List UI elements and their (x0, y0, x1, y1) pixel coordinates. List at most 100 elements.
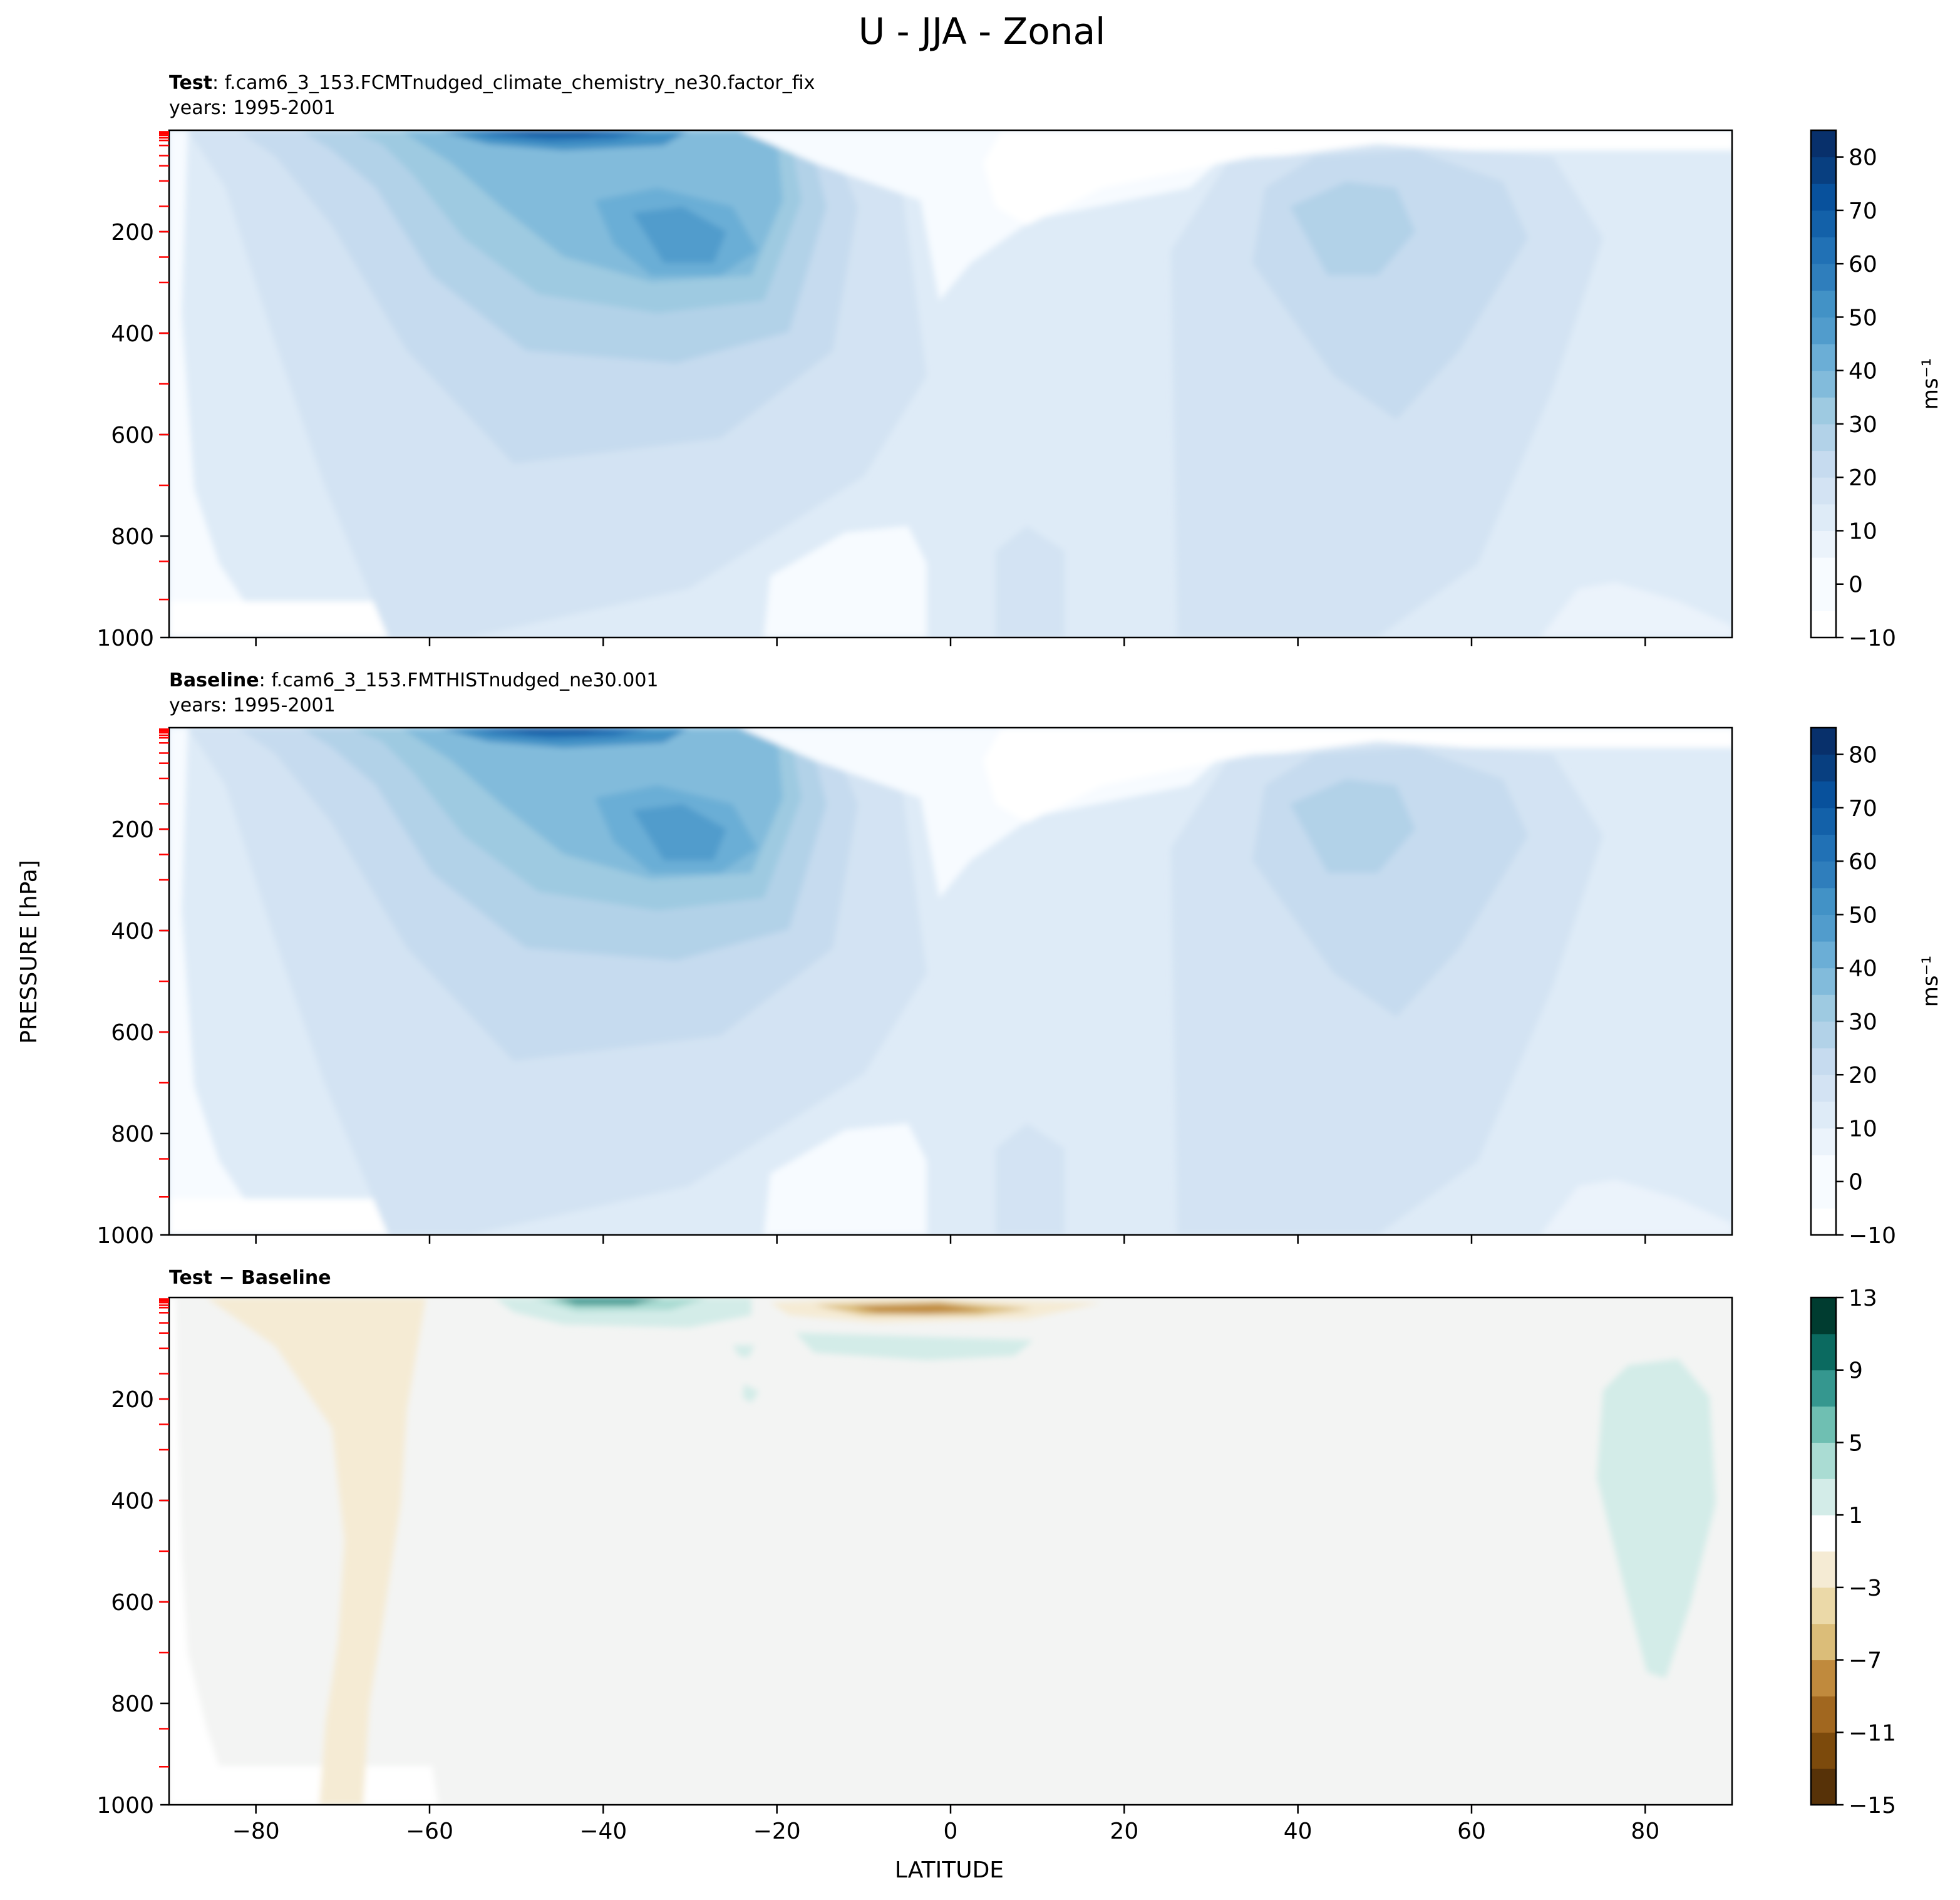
colorbar-tick-label: 13 (1849, 1286, 1877, 1311)
colorbar-tick-label: 80 (1849, 145, 1877, 171)
colorbar-tick-label: 0 (1849, 572, 1863, 598)
panel-diff-title: Test − Baseline (169, 1267, 331, 1289)
diff-polar-white (169, 1298, 438, 1805)
colorbar-band (1811, 1208, 1836, 1236)
colorbar-tick-label: 60 (1849, 849, 1877, 875)
colorbar-band (1811, 130, 1836, 158)
colorbar-band (1811, 861, 1836, 889)
panel-test-title: Test: f.cam6_3_153.FCMTnudged_climate_ch… (169, 72, 815, 94)
colorbar-tick-label: 80 (1849, 743, 1877, 768)
diff-small-positive-1 (733, 1345, 755, 1358)
colorbar-band (1811, 370, 1836, 398)
panel-baseline-title: Baseline: f.cam6_3_153.FMTHISTnudged_ne3… (169, 669, 659, 691)
contour-nh-30 (1290, 779, 1415, 873)
colorbar-band (1811, 1101, 1836, 1128)
contour-polar-low (169, 728, 438, 1235)
contour-nh-polar (1540, 582, 1732, 638)
colorbar-tick-label: 30 (1849, 412, 1877, 438)
colorbar-test-label: ms⁻¹ (1918, 358, 1943, 410)
colorbar-band (1811, 1479, 1836, 1515)
contour-strat-80 (488, 130, 620, 135)
diff-small-positive-2 (743, 1384, 759, 1403)
colorbar-tick-label: 40 (1849, 956, 1877, 982)
x-tick-label: −20 (753, 1819, 801, 1844)
colorbar-band (1811, 1551, 1836, 1588)
y-tick-label: 800 (111, 524, 154, 550)
colorbar-band (1811, 397, 1836, 425)
contour-tropical-negative (983, 130, 1732, 225)
colorbar-band (1811, 728, 1836, 755)
panel-diff: Test − Baseline −80 −60 −40 −20 0 20 40 60 80 200… (96, 1267, 1733, 1844)
colorbar-band (1811, 1155, 1836, 1182)
x-tick-label: 20 (1110, 1819, 1138, 1844)
contour-strat-70 (463, 728, 651, 739)
diff-mid-positive (795, 1333, 1033, 1360)
colorbar-baseline-label: ms⁻¹ (1918, 956, 1943, 1007)
colorbar-band (1811, 914, 1836, 942)
contour-strat-70 (463, 130, 651, 142)
contour-polar-calm (169, 601, 438, 638)
colorbar-tick-label: 50 (1849, 305, 1877, 331)
contour-tropical-lower-low (764, 526, 927, 638)
colorbar-frame (1810, 129, 1837, 639)
colorbar-band (1811, 834, 1836, 862)
diff-sh-negative-band (207, 1298, 426, 1805)
colorbar-band (1811, 477, 1836, 505)
panel-test-subtitle: years: 1995-2001 (169, 97, 336, 119)
colorbar-tick-label: 20 (1849, 1063, 1877, 1088)
colorbar-band (1811, 557, 1836, 585)
panel-test: Test: f.cam6_3_153.FCMTnudged_climate_ch… (96, 72, 1733, 651)
colorbar-band (1811, 183, 1836, 211)
colorbar-band (1811, 344, 1836, 371)
colorbar-band (1811, 290, 1836, 318)
colorbar-band (1811, 1768, 1836, 1805)
contour-polar-calm (169, 1199, 438, 1235)
colorbar-baseline: −10 0 10 20 30 40 50 60 70 80 (1810, 726, 1896, 1249)
colorbar-band (1811, 781, 1836, 808)
colorbar-tick-label: 30 (1849, 1009, 1877, 1035)
y-tick-label: 200 (111, 817, 154, 843)
colorbar-band (1811, 1696, 1836, 1733)
colorbar-tick-label: 50 (1849, 902, 1877, 928)
contour-tropical-lower-low (764, 1123, 927, 1235)
y-tick-label: 800 (111, 1122, 154, 1147)
contour-nh-lower (996, 526, 1065, 638)
panel-baseline-subtitle: years: 1995-2001 (169, 694, 336, 716)
y-tick-label: 400 (111, 321, 154, 347)
colorbar-tick-label: −11 (1849, 1720, 1896, 1746)
y-tick-label: 600 (111, 1020, 154, 1046)
colorbar-band (1811, 887, 1836, 915)
colorbar-band (1811, 1732, 1836, 1769)
colorbar-tick-label: 20 (1849, 465, 1877, 491)
colorbar-frame (1810, 1296, 1837, 1806)
colorbar-tick-label: 60 (1849, 252, 1877, 277)
colorbar-band (1811, 1075, 1836, 1102)
y-tick-label: 200 (111, 220, 154, 245)
colorbar-band (1811, 584, 1836, 611)
panel-diff-axis: −80 −60 −40 −20 0 20 40 60 80 200 400 600 800 1000 (96, 1298, 1659, 1844)
colorbar-band (1811, 157, 1836, 184)
contour-polar-low (169, 130, 438, 638)
contour-nh-lower (996, 1123, 1065, 1235)
colorbar-band (1811, 754, 1836, 782)
colorbar-tick-label: −10 (1849, 626, 1896, 651)
colorbar-band (1811, 1298, 1836, 1335)
colorbar-band (1811, 1587, 1836, 1624)
y-axis-label: PRESSURE [hPa] (16, 860, 42, 1044)
colorbar-band (1811, 1406, 1836, 1443)
colorbar-tick-label: 70 (1849, 796, 1877, 822)
colorbar-band (1811, 1442, 1836, 1479)
colorbar-band (1811, 1048, 1836, 1075)
colorbar-band (1811, 264, 1836, 291)
figure-title: U - JJA - Zonal (859, 10, 1106, 53)
y-tick-label: 1000 (96, 1223, 154, 1249)
contour-strat-80 (488, 728, 620, 733)
colorbar-tick-label: 70 (1849, 199, 1877, 224)
colorbar-band (1811, 1623, 1836, 1661)
y-tick-label: 1000 (96, 1793, 154, 1819)
colorbar-band (1811, 530, 1836, 558)
colorbar-test: −10 0 10 20 30 40 50 60 70 80 (1810, 129, 1896, 651)
colorbar-band (1811, 1333, 1836, 1371)
contour-sh-50 (632, 207, 726, 263)
contour-tropical-negative (983, 728, 1732, 823)
